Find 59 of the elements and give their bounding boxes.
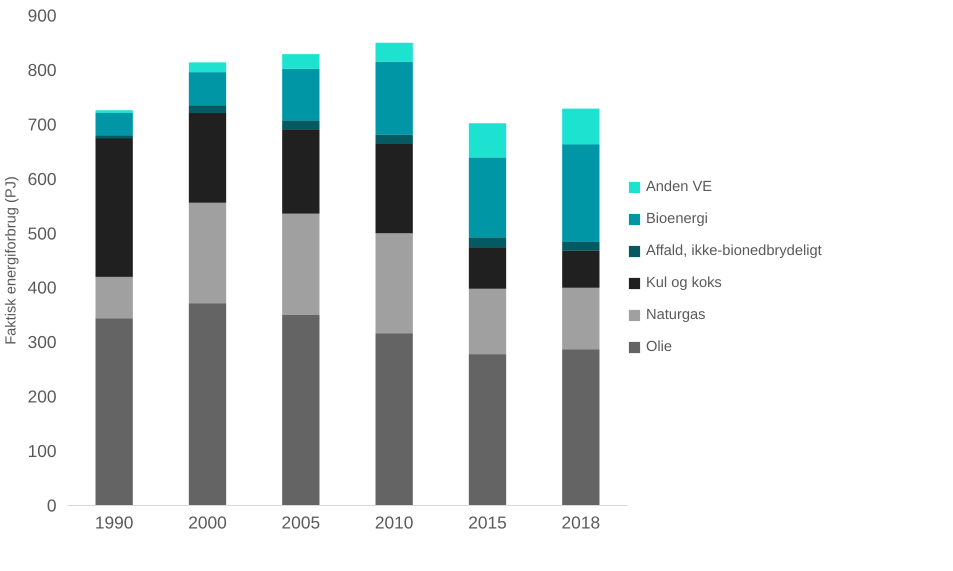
y-tick-label: 800: [28, 60, 57, 80]
bar: [282, 214, 320, 315]
bar: [468, 354, 506, 506]
bar: [96, 138, 133, 277]
bar: [562, 349, 600, 506]
bar: [376, 144, 413, 234]
x-tick-label: 2005: [282, 512, 320, 532]
y-tick-label: 900: [28, 6, 57, 26]
bar: [96, 318, 133, 506]
y-tick-label: 700: [28, 114, 57, 134]
bar: [282, 120, 320, 130]
legend-label: Naturgas: [646, 307, 706, 323]
bar: [96, 110, 133, 113]
bar: [282, 314, 320, 506]
x-tick-label: 1990: [94, 512, 134, 532]
bar: [468, 247, 506, 289]
legend-label: Bioenergi: [646, 211, 708, 227]
bar: [562, 242, 600, 251]
bar: [188, 202, 226, 304]
bar: [562, 108, 600, 145]
bar: [376, 333, 413, 506]
y-tick-label: 600: [28, 168, 57, 189]
x-tick-label: 2010: [374, 512, 414, 532]
bar: [376, 42, 413, 62]
bar: [468, 158, 506, 238]
bar: [96, 276, 133, 318]
bar: [96, 112, 133, 136]
bar: [188, 112, 226, 203]
bar: [188, 105, 226, 113]
y-tick-label: 400: [28, 278, 57, 298]
bar: [562, 288, 600, 350]
bar: [282, 68, 320, 121]
bar: [562, 144, 600, 242]
y-tick-label: 300: [28, 332, 57, 352]
bar: [562, 250, 600, 288]
bar: [468, 238, 506, 248]
bar: [188, 72, 226, 106]
x-tick-label: 2018: [562, 512, 600, 532]
y-tick-label: 100: [28, 441, 57, 462]
bar: [376, 233, 413, 334]
bar: [468, 123, 506, 158]
x-tick-label: 2015: [468, 512, 507, 532]
x-tick-label: 2000: [188, 512, 227, 532]
bar: [468, 288, 506, 354]
y-tick-label: 500: [28, 223, 57, 244]
y-tick-label: 200: [28, 386, 57, 407]
legend-label: Affald, ikke-bionedbrydeligt: [646, 243, 822, 259]
legend-label: Kul og koks: [646, 275, 722, 291]
y-axis-title: Faktisk energiforbrug (PJ): [4, 176, 20, 345]
legend-label: Anden VE: [646, 179, 712, 195]
bar: [282, 129, 320, 214]
bar: [188, 62, 226, 72]
y-tick-label: 0: [46, 496, 57, 516]
legend-label: Olie: [646, 339, 672, 355]
bar: [376, 134, 413, 144]
bar: [96, 135, 133, 139]
bar: [376, 62, 413, 135]
bar: [282, 54, 320, 69]
bar: [188, 304, 226, 506]
